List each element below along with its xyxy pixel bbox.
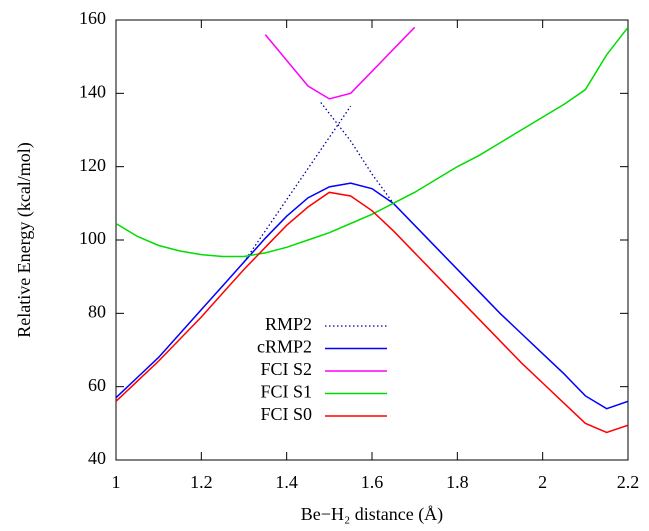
y-axis-label: Relative Energy (kcal/mol) (14, 142, 35, 338)
x-tick-label: 1.4 (275, 472, 298, 492)
y-tick-label: 60 (88, 375, 106, 395)
y-tick-label: 100 (79, 228, 106, 248)
legend-label: FCI S0 (260, 404, 312, 424)
y-tick-label: 40 (88, 448, 106, 468)
legend-label: cRMP2 (257, 337, 312, 357)
x-tick-label: 1 (112, 472, 121, 492)
legend-label: RMP2 (265, 314, 312, 334)
data-line (243, 102, 394, 263)
x-tick-label: 2 (538, 472, 547, 492)
legend-label: FCI S2 (260, 359, 312, 379)
x-tick-label: 1.6 (361, 472, 384, 492)
data-line (116, 191, 628, 434)
data-line (116, 26, 628, 258)
data-line (264, 26, 416, 100)
x-tick-label: 2.2 (617, 472, 640, 492)
data-line (116, 182, 628, 410)
y-tick-label: 80 (88, 301, 106, 321)
legend-label: FCI S1 (260, 382, 312, 402)
y-tick-label: 160 (79, 8, 106, 28)
y-tick-label: 120 (79, 155, 106, 175)
x-tick-label: 1.2 (190, 472, 213, 492)
x-tick-label: 1.8 (446, 472, 469, 492)
x-axis-label: Be−H₂ distance (Å) (301, 504, 443, 525)
y-tick-label: 140 (79, 81, 106, 101)
